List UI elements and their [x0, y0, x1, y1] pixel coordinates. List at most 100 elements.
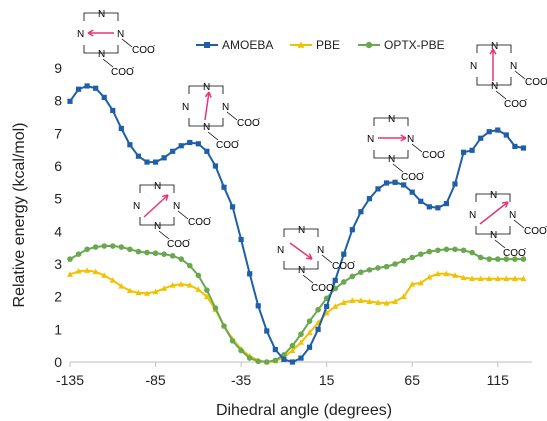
orientation-arrow-head — [87, 29, 94, 34]
data-point — [426, 204, 432, 210]
data-point — [238, 347, 244, 354]
nitrogen-label: N — [509, 210, 516, 221]
y-tick-label: 1 — [54, 321, 62, 337]
data-point — [469, 147, 475, 153]
nitrogen-label: N — [203, 82, 210, 93]
data-point — [460, 274, 467, 281]
data-point — [520, 256, 527, 262]
carboxylate-label: COO — [504, 99, 527, 110]
nitrogen-label: N — [154, 221, 161, 232]
data-point — [306, 344, 313, 350]
legend-marker — [297, 41, 305, 48]
orientation-arrow-head — [489, 48, 494, 55]
orientation-arrow-head — [208, 91, 212, 98]
side-chain-bond — [302, 274, 314, 284]
data-point — [401, 182, 407, 188]
charge-superscript: - — [258, 116, 261, 123]
orientation-arrow — [289, 242, 313, 260]
data-point — [221, 323, 227, 329]
data-point — [417, 251, 424, 257]
y-tick-label: 8 — [54, 93, 62, 109]
x-tick-label: 15 — [319, 372, 335, 388]
data-point — [75, 267, 82, 274]
data-point — [323, 309, 330, 316]
data-point — [204, 148, 210, 154]
orientation-arrow-head — [204, 91, 210, 98]
data-point — [263, 359, 270, 365]
ring-bond — [476, 77, 512, 86]
orientation-arrow — [143, 194, 169, 218]
data-point — [358, 269, 364, 275]
ring-bond — [476, 44, 512, 53]
ring-bond — [188, 85, 224, 94]
series-line — [69, 245, 524, 364]
axes: -135 -85 -35 15 65 115 0 1 2 3 4 5 6 7 8 9 — [54, 60, 532, 388]
data-point — [238, 236, 244, 243]
y-tick-label: 7 — [54, 125, 62, 141]
data-point — [135, 248, 142, 255]
data-point — [84, 267, 91, 273]
data-point — [417, 279, 424, 286]
data-point — [349, 227, 355, 233]
carboxylate-label: COO — [311, 283, 334, 294]
carboxylate-label: COO — [503, 248, 526, 259]
ring-bond — [139, 217, 175, 226]
nitrogen-label: N — [510, 61, 517, 72]
nitrogen-label: N — [469, 210, 476, 221]
data-point — [170, 148, 176, 154]
nitrogen-label: N — [491, 41, 498, 52]
data-point — [161, 155, 167, 161]
charge-superscript: - — [525, 97, 528, 104]
data-point — [255, 358, 262, 365]
data-point — [84, 83, 90, 89]
charge-superscript: - — [443, 148, 446, 155]
data-point — [477, 254, 484, 261]
data-point — [246, 355, 253, 361]
data-point — [452, 181, 458, 187]
data-point — [349, 297, 356, 303]
ring-bond — [188, 118, 224, 127]
x-tick-label: 65 — [404, 372, 420, 388]
nitrogen-label: N — [222, 102, 229, 113]
data-point — [169, 253, 176, 259]
data-point — [212, 163, 219, 169]
data-point — [92, 244, 99, 250]
ring-bond — [139, 184, 175, 193]
orientation-arrow-head — [161, 194, 169, 198]
data-point — [195, 141, 201, 147]
side-chain-bond — [495, 90, 507, 100]
data-point — [409, 189, 415, 195]
side-chain-bond — [411, 143, 423, 153]
data-point — [366, 298, 373, 304]
data-point — [101, 272, 108, 278]
side-chain-bond — [514, 70, 526, 80]
carboxylate-label: COO — [524, 226, 547, 237]
data-point — [229, 337, 236, 344]
carboxylate-label: COO — [422, 150, 445, 161]
charge-superscript: - — [353, 259, 356, 266]
data-point — [392, 179, 398, 185]
legend-label: AMOEBA — [222, 38, 273, 52]
y-tick-label: 2 — [54, 289, 62, 305]
y-axis-title: Relative energy (kcal/mol) — [11, 123, 28, 308]
orientation-arrow-head — [501, 201, 509, 204]
side-chain-bond — [392, 163, 404, 173]
ring-bond — [373, 150, 409, 159]
carboxylate-label: COO — [525, 77, 547, 88]
data-point — [366, 267, 373, 273]
data-point — [152, 288, 159, 295]
data-point — [67, 98, 73, 104]
side-chain-bond — [102, 58, 114, 68]
series-optx-pbe — [67, 243, 527, 365]
data-point — [306, 318, 313, 324]
side-chain-bond — [513, 219, 525, 229]
nitrogen-label: N — [317, 245, 324, 256]
data-point — [289, 359, 296, 365]
data-point — [169, 282, 176, 288]
data-point — [75, 251, 82, 257]
data-point — [511, 275, 518, 282]
carboxylate-label: COO — [111, 67, 134, 78]
y-tick-label: 6 — [54, 158, 62, 174]
y-tick-label: 9 — [54, 60, 62, 76]
